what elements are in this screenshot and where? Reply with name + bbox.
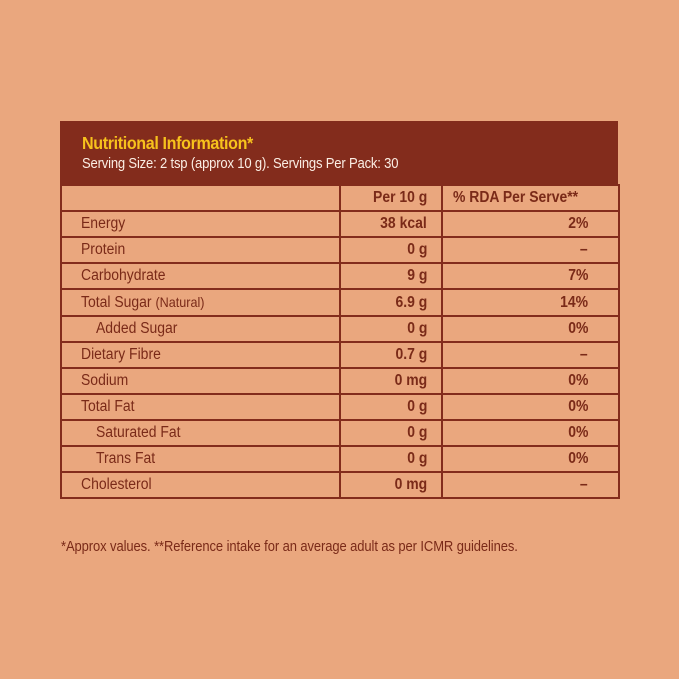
nutrition-table: Per 10 g % RDA Per Serve** Energy 38 kcal… bbox=[60, 184, 620, 499]
rda-value-total-fat: 0% bbox=[441, 393, 620, 421]
per-10g-value-cholesterol: 0 mg bbox=[339, 471, 443, 499]
rda-value-trans-fat: 0% bbox=[441, 445, 620, 473]
table-header-row: Per 10 g % RDA Per Serve** bbox=[60, 184, 620, 212]
nutrition-panel: Nutritional Information* Serving Size: 2… bbox=[60, 121, 620, 499]
nutrient-name-total-fat: Total Fat bbox=[60, 393, 341, 421]
rda-value-energy: 2% bbox=[441, 210, 620, 238]
per-10g-value-energy: 38 kcal bbox=[339, 210, 443, 238]
table-row: Saturated Fat 0 g 0% bbox=[60, 419, 620, 447]
nutrient-name-carbohydrate: Carbohydrate bbox=[60, 262, 341, 290]
per-10g-value-protein: 0 g bbox=[339, 236, 443, 264]
column-header-rda: % RDA Per Serve** bbox=[441, 184, 620, 212]
nutrient-name-sodium: Sodium bbox=[60, 367, 341, 395]
table-row: Energy 38 kcal 2% bbox=[60, 210, 620, 238]
per-10g-value-carbohydrate: 9 g bbox=[339, 262, 443, 290]
nutrient-name-protein: Protein bbox=[60, 236, 341, 264]
per-10g-value-total-sugar: 6.9 g bbox=[339, 288, 443, 317]
column-header-per-10g: Per 10 g bbox=[339, 184, 443, 212]
nutrient-name-total-sugar: Total Sugar (Natural) bbox=[60, 288, 341, 317]
rda-value-dietary-fibre: – bbox=[441, 341, 620, 369]
nutrition-header: Nutritional Information* Serving Size: 2… bbox=[60, 121, 618, 184]
nutrient-name-added-sugar: Added Sugar bbox=[60, 315, 341, 343]
per-10g-value-sodium: 0 mg bbox=[339, 367, 443, 395]
nutrient-note: (Natural) bbox=[155, 294, 205, 310]
rda-value-protein: – bbox=[441, 236, 620, 264]
table-row: Added Sugar 0 g 0% bbox=[60, 315, 620, 343]
per-10g-value-trans-fat: 0 g bbox=[339, 445, 443, 473]
rda-value-added-sugar: 0% bbox=[441, 315, 620, 343]
table-row: Carbohydrate 9 g 7% bbox=[60, 262, 620, 290]
nutrient-name-saturated-fat: Saturated Fat bbox=[60, 419, 341, 447]
table-row: Sodium 0 mg 0% bbox=[60, 367, 620, 395]
rda-value-cholesterol: – bbox=[441, 471, 620, 499]
nutrient-name-cholesterol: Cholesterol bbox=[60, 471, 341, 499]
table-row: Dietary Fibre 0.7 g – bbox=[60, 341, 620, 369]
column-header-nutrient bbox=[60, 184, 341, 212]
nutrition-title: Nutritional Information* bbox=[82, 133, 253, 153]
table-row: Cholesterol 0 mg – bbox=[60, 471, 620, 499]
serving-info: Serving Size: 2 tsp (approx 10 g). Servi… bbox=[82, 156, 399, 172]
per-10g-value-added-sugar: 0 g bbox=[339, 315, 443, 343]
nutrient-name-trans-fat: Trans Fat bbox=[60, 445, 341, 473]
rda-value-saturated-fat: 0% bbox=[441, 419, 620, 447]
per-10g-value-saturated-fat: 0 g bbox=[339, 419, 443, 447]
per-10g-value-total-fat: 0 g bbox=[339, 393, 443, 421]
table-row: Total Sugar (Natural) 6.9 g 14% bbox=[60, 288, 620, 317]
rda-value-total-sugar: 14% bbox=[441, 288, 620, 317]
nutrient-name-energy: Energy bbox=[60, 210, 341, 238]
table-row: Trans Fat 0 g 0% bbox=[60, 445, 620, 473]
table-row: Total Fat 0 g 0% bbox=[60, 393, 620, 421]
footnote: *Approx values. **Reference intake for a… bbox=[61, 539, 518, 555]
nutrient-name-dietary-fibre: Dietary Fibre bbox=[60, 341, 341, 369]
table-row: Protein 0 g – bbox=[60, 236, 620, 264]
rda-value-sodium: 0% bbox=[441, 367, 620, 395]
per-10g-value-dietary-fibre: 0.7 g bbox=[339, 341, 443, 369]
rda-value-carbohydrate: 7% bbox=[441, 262, 620, 290]
